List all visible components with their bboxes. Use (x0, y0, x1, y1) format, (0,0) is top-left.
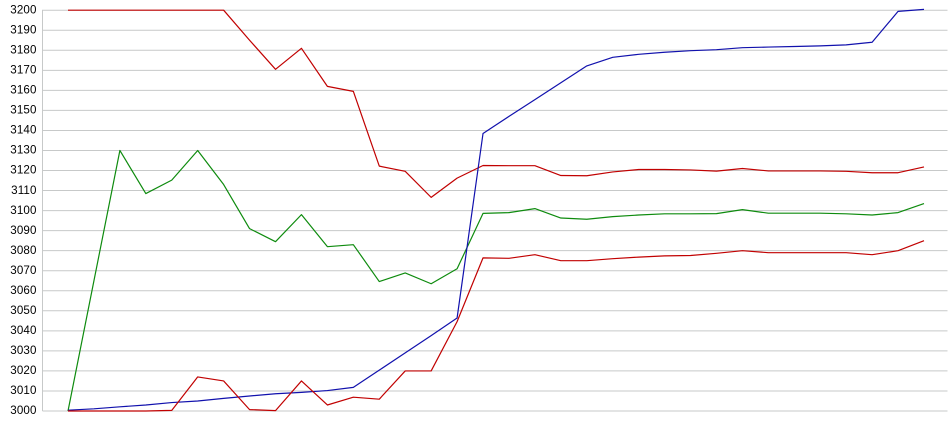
svg-text:3180: 3180 (10, 43, 36, 56)
svg-text:3200: 3200 (10, 3, 36, 16)
svg-text:3070: 3070 (10, 264, 36, 277)
svg-text:3040: 3040 (10, 324, 36, 337)
svg-text:3000: 3000 (10, 404, 36, 417)
svg-text:3120: 3120 (10, 164, 36, 177)
svg-text:3110: 3110 (11, 184, 36, 197)
svg-text:3150: 3150 (10, 104, 36, 117)
svg-text:3090: 3090 (10, 224, 36, 237)
svg-text:3100: 3100 (10, 204, 36, 217)
svg-text:3140: 3140 (10, 124, 36, 137)
svg-text:3030: 3030 (10, 344, 36, 357)
svg-text:3160: 3160 (10, 84, 36, 97)
svg-text:3050: 3050 (10, 304, 36, 317)
svg-text:3010: 3010 (10, 384, 36, 397)
svg-text:3190: 3190 (10, 23, 36, 36)
svg-text:3060: 3060 (10, 284, 36, 297)
svg-text:3170: 3170 (10, 64, 36, 77)
svg-text:3080: 3080 (10, 244, 36, 257)
svg-text:3020: 3020 (10, 364, 36, 377)
svg-text:3130: 3130 (10, 144, 36, 157)
